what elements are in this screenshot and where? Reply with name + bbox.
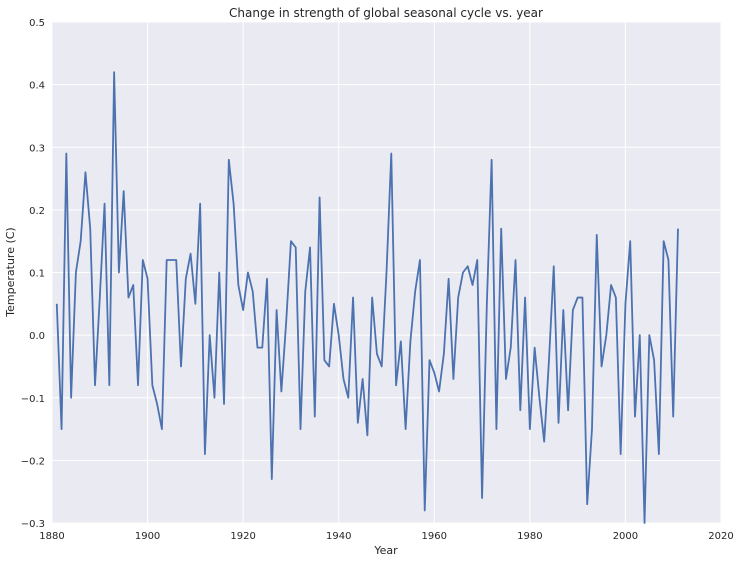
x-tick-label: 1880 xyxy=(39,531,64,542)
x-tick-label: 1940 xyxy=(326,531,351,542)
y-tick-label: −0.3 xyxy=(21,519,45,530)
x-axis-label: Year xyxy=(373,544,398,557)
x-tick-label: 1980 xyxy=(517,531,542,542)
y-tick-label: 0.1 xyxy=(29,269,45,280)
series-group xyxy=(55,71,679,524)
series-line xyxy=(55,71,679,524)
x-tick-label: 1900 xyxy=(135,531,160,542)
grid-lines xyxy=(51,21,722,524)
y-tick-label: 0.2 xyxy=(29,206,45,217)
y-tick-label: −0.1 xyxy=(21,394,45,405)
x-tick-label: 2000 xyxy=(613,531,638,542)
y-tick-labels: −0.3 −0.2 −0.1 0.0 0.1 0.2 0.3 0.4 0.5 xyxy=(21,18,45,530)
y-tick-label: 0.3 xyxy=(29,143,45,154)
x-tick-labels: 1880 1900 1920 1940 1960 1980 2000 2020 xyxy=(39,531,733,542)
y-axis-label: Temperature (C) xyxy=(4,227,17,317)
chart-title: Change in strength of global seasonal cy… xyxy=(229,6,543,20)
y-tick-label: 0.5 xyxy=(29,18,45,29)
x-tick-label: 2020 xyxy=(708,531,733,542)
y-tick-label: 0.0 xyxy=(29,331,45,342)
y-tick-label: −0.2 xyxy=(21,456,45,467)
y-tick-label: 0.4 xyxy=(29,81,45,92)
x-tick-label: 1920 xyxy=(230,531,255,542)
x-tick-label: 1960 xyxy=(422,531,447,542)
